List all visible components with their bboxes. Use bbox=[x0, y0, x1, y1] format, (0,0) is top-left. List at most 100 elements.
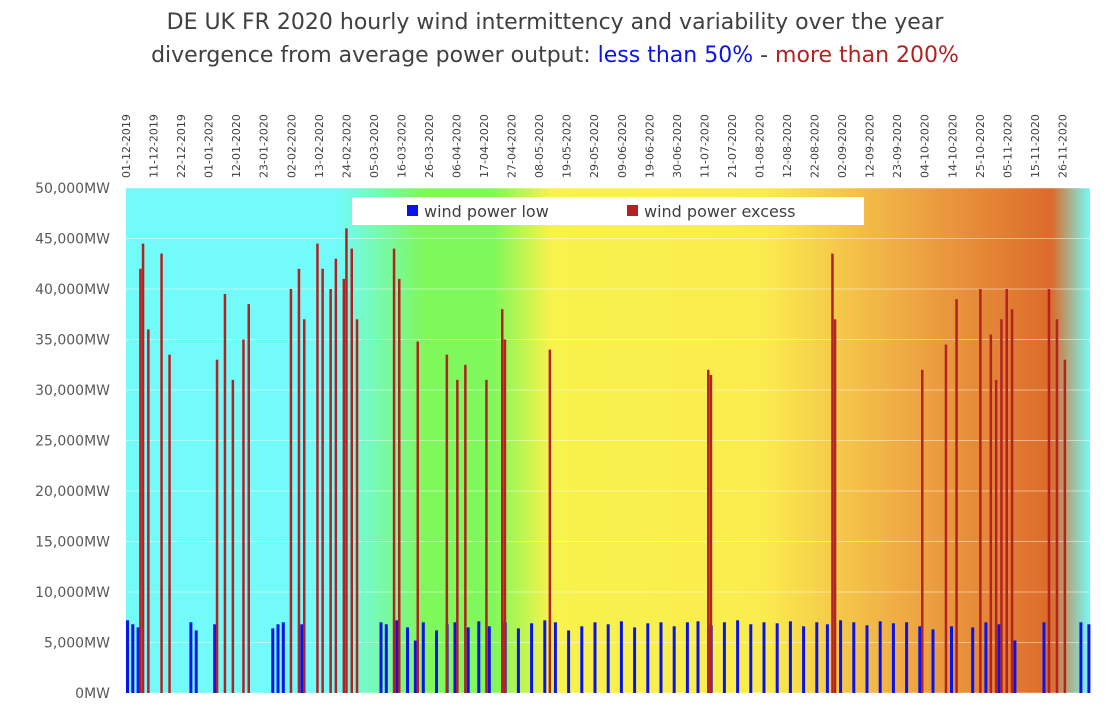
bar-wind-low bbox=[466, 627, 470, 693]
bar-wind-excess bbox=[1010, 309, 1014, 693]
x-tick-label: 23-09-2020 bbox=[891, 114, 904, 178]
x-tick-label: 12-09-2020 bbox=[864, 114, 877, 178]
bar-wind-excess bbox=[944, 344, 948, 693]
subtitle-high: more than 200% bbox=[775, 43, 959, 68]
x-tick-label: 25-10-2020 bbox=[974, 114, 987, 178]
bar-wind-excess bbox=[921, 369, 924, 693]
y-tick-label: 5,000MW bbox=[44, 636, 110, 652]
bar-wind-low bbox=[802, 626, 806, 693]
x-tick-label: 17-04-2020 bbox=[478, 114, 491, 178]
bar-wind-low bbox=[672, 626, 676, 693]
y-tick-label: 10,000MW bbox=[35, 585, 110, 601]
x-tick-label: 29-05-2020 bbox=[588, 114, 601, 178]
subtitle-low: less than 50% bbox=[597, 43, 754, 68]
y-axis: 0MW 5,000MW 10,000MW 15,000MW 20,000MW 25,000… bbox=[35, 181, 110, 702]
bar-wind-excess bbox=[1005, 289, 1008, 693]
bar-wind-low bbox=[950, 626, 953, 693]
legend-box bbox=[352, 197, 864, 225]
x-tick-label: 09-06-2020 bbox=[616, 114, 629, 178]
legend-swatch-low bbox=[407, 205, 418, 216]
bar-wind-excess bbox=[303, 319, 306, 693]
bar-wind-excess bbox=[247, 304, 250, 693]
bar-wind-excess bbox=[1000, 319, 1003, 693]
x-tick-label: 11-12-2019 bbox=[148, 114, 161, 178]
bar-wind-excess bbox=[503, 339, 507, 693]
bar-wind-excess bbox=[831, 253, 834, 693]
bar-wind-low bbox=[271, 628, 275, 693]
bar-wind-low bbox=[453, 622, 457, 693]
bar-wind-low bbox=[918, 626, 922, 693]
bar-wind-low bbox=[136, 627, 140, 693]
bar-wind-excess bbox=[345, 228, 348, 693]
bar-wind-low bbox=[567, 630, 571, 693]
x-tick-label: 13-02-2020 bbox=[313, 114, 326, 178]
x-tick-label: 15-11-2020 bbox=[1029, 114, 1042, 178]
bar-wind-low bbox=[878, 621, 882, 693]
bar-wind-excess bbox=[329, 289, 332, 693]
x-tick-label: 30-06-2020 bbox=[671, 114, 684, 178]
bar-wind-excess bbox=[215, 359, 219, 693]
x-tick-label: 26-03-2020 bbox=[423, 114, 436, 178]
bar-wind-excess bbox=[501, 309, 504, 693]
subtitle-prefix: divergence from average power output: bbox=[151, 43, 598, 68]
y-tick-label: 35,000MW bbox=[35, 333, 110, 349]
y-tick-label: 45,000MW bbox=[35, 232, 110, 248]
bar-wind-low bbox=[593, 622, 597, 693]
x-tick-label: 02-02-2020 bbox=[285, 114, 298, 178]
bar-wind-low bbox=[997, 624, 1001, 693]
x-tick-label: 21-07-2020 bbox=[726, 114, 739, 178]
bar-wind-low bbox=[891, 623, 895, 693]
bar-wind-low bbox=[189, 622, 193, 693]
bar-wind-excess bbox=[709, 374, 713, 693]
bar-wind-low bbox=[435, 630, 438, 693]
bar-wind-excess bbox=[342, 278, 346, 693]
bar-wind-low bbox=[815, 622, 819, 693]
chart-subtitle: divergence from average power output: le… bbox=[0, 39, 1110, 72]
x-tick-label: 27-04-2020 bbox=[506, 114, 519, 178]
bar-wind-low bbox=[281, 622, 285, 693]
x-tick-label: 01-12-2019 bbox=[120, 114, 133, 178]
x-tick-label: 19-06-2020 bbox=[643, 114, 656, 178]
x-tick-label: 14-10-2020 bbox=[946, 114, 959, 178]
y-tick-label: 0MW bbox=[75, 686, 110, 702]
bar-wind-low bbox=[131, 624, 135, 693]
x-tick-label: 01-01-2020 bbox=[203, 114, 216, 178]
bar-wind-excess bbox=[445, 354, 449, 693]
bar-wind-excess bbox=[1063, 359, 1067, 693]
bar-wind-low bbox=[543, 620, 547, 693]
x-tick-label: 02-09-2020 bbox=[836, 114, 849, 178]
x-tick-label: 23-01-2020 bbox=[258, 114, 271, 178]
bar-wind-low bbox=[762, 622, 766, 693]
bar-wind-low bbox=[276, 624, 280, 693]
bar-wind-excess bbox=[316, 243, 319, 693]
x-tick-label: 22-08-2020 bbox=[809, 114, 822, 178]
y-tick-label: 20,000MW bbox=[35, 484, 110, 500]
bar-wind-excess bbox=[231, 379, 235, 693]
plot-background bbox=[126, 188, 1090, 693]
bar-wind-excess bbox=[979, 289, 982, 693]
bar-wind-low bbox=[553, 622, 557, 693]
x-tick-label: 04-10-2020 bbox=[919, 114, 932, 178]
bar-wind-excess bbox=[464, 364, 467, 694]
grid-lines bbox=[126, 187, 1090, 694]
bar-wind-low bbox=[659, 622, 663, 693]
bar-wind-excess bbox=[548, 349, 552, 693]
bar-wind-low bbox=[1087, 624, 1091, 693]
bar-wind-low bbox=[1079, 622, 1083, 693]
bar-wind-low bbox=[839, 620, 843, 693]
bar-wind-excess bbox=[334, 258, 338, 693]
x-tick-label: 06-04-2020 bbox=[451, 114, 464, 178]
bar-wind-low bbox=[905, 622, 909, 693]
x-tick-label: 16-03-2020 bbox=[395, 114, 408, 178]
bar-wind-low bbox=[406, 627, 409, 693]
bar-wind-low bbox=[213, 624, 217, 693]
x-tick-label: 26-11-2020 bbox=[1056, 114, 1069, 178]
bar-wind-low bbox=[580, 626, 584, 693]
bar-wind-excess bbox=[456, 379, 459, 693]
x-tick-label: 12-01-2020 bbox=[230, 114, 243, 178]
y-tick-label: 15,000MW bbox=[35, 535, 110, 551]
chart-title: DE UK FR 2020 hourly wind intermittency … bbox=[166, 10, 944, 35]
x-tick-label: 05-03-2020 bbox=[368, 114, 381, 178]
bar-wind-low bbox=[413, 640, 417, 693]
